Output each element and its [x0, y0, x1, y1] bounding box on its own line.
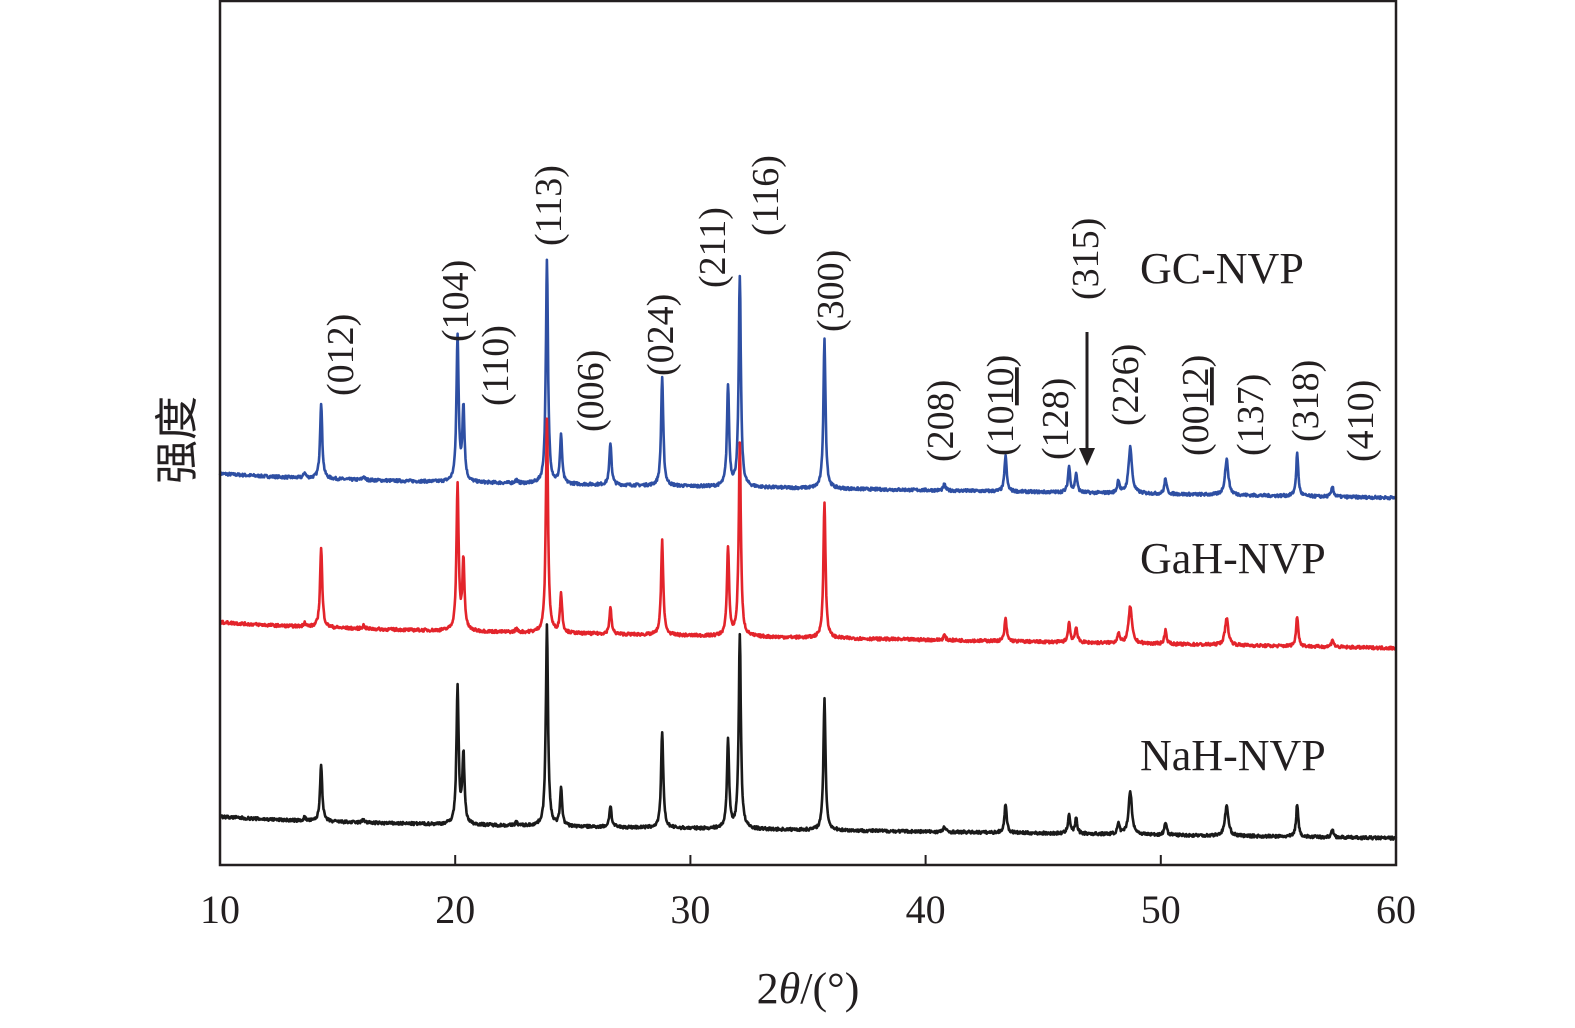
x-tick-label: 20	[435, 887, 475, 932]
x-tick-label: 60	[1376, 887, 1416, 932]
plot-frame	[218, 0, 1398, 867]
hkl-text: (208)	[920, 380, 962, 462]
hkl-text: (012)	[320, 314, 362, 396]
hkl-text: (318)	[1285, 360, 1327, 442]
x-label-suffix: /(°)	[800, 964, 859, 1013]
hkl-text: (410)	[1340, 380, 1382, 462]
hkl-label: (113)	[528, 165, 570, 246]
hkl-label: (110)	[475, 325, 517, 406]
y-axis-label: 强度	[153, 396, 202, 484]
hkl-text: (113)	[528, 165, 570, 246]
hkl-underlined: 12	[1175, 367, 1217, 405]
hkl-label: (024)	[640, 294, 682, 376]
x-tick-label: 40	[906, 887, 946, 932]
series-line-gah-nvp	[219, 417, 1397, 651]
hkl-label: (318)	[1285, 360, 1327, 442]
x-tick-label: 10	[200, 887, 240, 932]
series-line-nah-nvp	[219, 623, 1398, 841]
series-label-nah-nvp: NaH-NVP	[1140, 731, 1326, 780]
hkl-text: (110)	[475, 325, 517, 406]
hkl-text: (300)	[810, 250, 852, 332]
series-curves	[218, 258, 1398, 841]
hkl-text: (024)	[640, 294, 682, 376]
hkl-text: (128)	[1035, 378, 1077, 460]
hkl-text: (00	[1175, 405, 1217, 456]
hkl-text: (116)	[745, 155, 787, 236]
hkl-text: (226)	[1105, 344, 1147, 426]
hkl-label: (116)	[745, 155, 787, 236]
hkl-label: (300)	[810, 250, 852, 332]
hkl-text: (104)	[435, 260, 477, 342]
hkl-text: (10	[980, 405, 1022, 456]
hkl-label: (128)	[1035, 378, 1077, 460]
hkl-label: (208)	[920, 380, 962, 462]
hkl-label: (006)	[570, 350, 612, 432]
hkl-label: (012)	[320, 314, 362, 396]
x-tick-label: 30	[670, 887, 710, 932]
hkl-text: (006)	[570, 350, 612, 432]
hkl-label: (315)	[1065, 218, 1107, 300]
hkl-label: (211)	[692, 207, 734, 288]
x-axis-label: 2θ/(°)	[757, 964, 860, 1013]
hkl-text: (137)	[1230, 374, 1272, 456]
hkl-label: (137)	[1230, 374, 1272, 456]
hkl-label: (410)	[1340, 380, 1382, 462]
arrow-head-icon	[1079, 448, 1095, 466]
series-line-gc-nvp	[218, 258, 1398, 501]
hkl-text-end: )	[1175, 355, 1217, 368]
x-ticks: 10 20 30 40 50 60	[200, 855, 1416, 932]
hkl-label: (1010)	[980, 355, 1022, 456]
hkl-text-end: )	[980, 355, 1022, 368]
hkl-text: (211)	[692, 207, 734, 288]
hkl-annotations: (012) (104)(110) (113) (006) (024)(211) (116)…	[320, 155, 1382, 462]
hkl-label: (104)	[435, 260, 477, 342]
hkl-text: (315)	[1065, 218, 1107, 300]
series-label-gc-nvp: GC-NVP	[1140, 244, 1304, 293]
arrow-315	[1079, 332, 1095, 466]
hkl-label: (0012)	[1175, 355, 1217, 456]
hkl-underlined: 10	[980, 367, 1022, 405]
hkl-label: (226)	[1105, 344, 1147, 426]
x-label-symbol: θ	[779, 964, 801, 1013]
x-tick-label: 50	[1141, 887, 1181, 932]
x-label-prefix: 2	[757, 964, 779, 1013]
series-label-gah-nvp: GaH-NVP	[1140, 534, 1326, 583]
